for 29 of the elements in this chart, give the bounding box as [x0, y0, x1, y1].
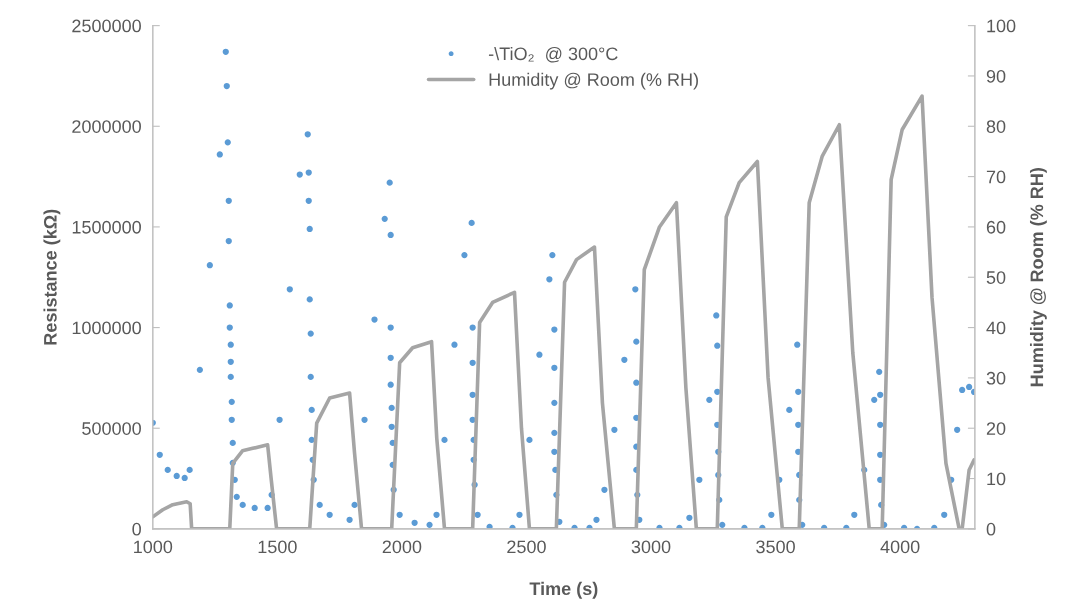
y2-tick-label: 20 [986, 422, 1006, 435]
x-axis-title: Time (s) [529, 581, 598, 599]
y2-tick-label: 0 [986, 522, 996, 536]
y2-tick-label: 100 [987, 19, 1016, 33]
y2-tick-label: 90 [986, 69, 1006, 83]
x-tick-label: 1500 [258, 540, 297, 554]
y-axis-title: Resistance (kΩ) [43, 209, 61, 345]
y-tick-label: 2000000 [72, 120, 141, 133]
x-tick-label: 3500 [756, 540, 795, 554]
y2-tick-label: 30 [986, 371, 1006, 385]
y2-tick-label: 10 [987, 472, 1006, 486]
y-tick-label: 2500000 [72, 19, 141, 33]
y2-tick-label: 50 [986, 271, 1006, 284]
x-tick-label: 1000 [134, 540, 173, 554]
x-tick-label: 4000 [880, 540, 920, 554]
y2-tick-label: 40 [986, 321, 1006, 335]
legend-label: -\TiO₂ @ 300°C [488, 46, 618, 63]
y2-tick-label: 60 [986, 220, 1006, 234]
y-tick-label: 0 [132, 522, 141, 536]
y2-tick-label: 80 [986, 120, 1006, 133]
y2-axis-title: Humidity @ Room (% RH) [1029, 168, 1047, 387]
y2-tick-label: 70 [986, 170, 1006, 184]
x-tick-label: 2000 [382, 540, 422, 554]
x-tick-label: 2500 [507, 540, 546, 554]
x-tick-label: 3000 [631, 540, 671, 554]
legend-label: Humidity @ Room (% RH) [489, 72, 698, 90]
y-tick-label: 1500000 [72, 220, 141, 234]
y-tick-label: 500000 [82, 422, 141, 435]
y-tick-label: 1000000 [72, 321, 141, 335]
